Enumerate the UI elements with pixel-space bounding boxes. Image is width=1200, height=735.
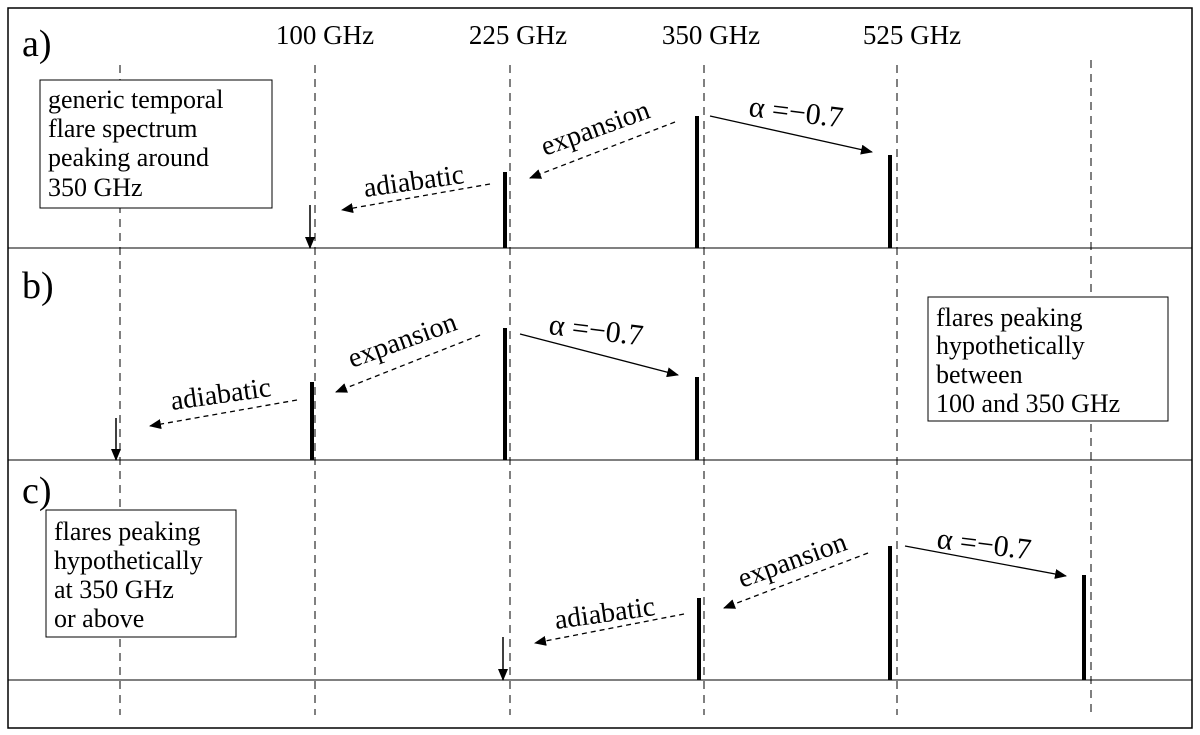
alpha-arrow — [904, 545, 1067, 579]
expansion-arrow — [335, 334, 481, 393]
info-box-a-line-4: 350 GHz — [48, 173, 143, 202]
info-box-c-line-1: flares peaking — [54, 517, 201, 546]
freq-label-100: 100 GHz — [276, 20, 374, 50]
adiabatic-label: adiabatic — [362, 159, 466, 204]
adiabatic-arrow — [341, 183, 491, 214]
panel-label-a: a) — [22, 23, 52, 65]
info-box-b-line-2: hypothetically — [936, 331, 1085, 360]
alpha-arrow — [709, 115, 873, 155]
info-box-c-line-4: or above — [54, 604, 144, 633]
info-box-a-line-2: flare spectrum — [48, 114, 197, 143]
info-box-c-line-2: hypothetically — [54, 546, 203, 575]
panel-label-b: b) — [22, 265, 54, 307]
info-box-b-line-1: flares peaking — [936, 303, 1083, 332]
info-box-a-line-3: peaking around — [48, 143, 209, 172]
freq-label-225: 225 GHz — [469, 20, 567, 50]
expansion-label: expansion — [344, 307, 461, 375]
alpha-label: α =−0.7 — [935, 522, 1033, 566]
baselines — [8, 247, 1192, 681]
panel-a: a) generic temporal flare spectrum peaki… — [22, 23, 892, 249]
info-box-b-line-4: 100 and 350 GHz — [936, 389, 1120, 418]
expansion-arrow — [723, 552, 869, 609]
info-box-a — [39, 79, 273, 209]
panel-b: b) flares peaking hypothetically between… — [22, 265, 1169, 461]
alpha-arrow — [519, 333, 679, 378]
figure-frame — [7, 7, 1193, 729]
freq-label-350: 350 GHz — [662, 20, 760, 50]
panel-c: c) flares peaking hypothetically at 350 … — [22, 470, 1086, 681]
info-box-b — [927, 296, 1169, 422]
panel-label-c: c) — [22, 470, 52, 512]
info-box-c — [45, 509, 237, 638]
info-box-a-line-1: generic temporal — [48, 85, 223, 114]
expansion-label: expansion — [734, 527, 851, 595]
alpha-label: α =−0.7 — [547, 308, 645, 352]
adiabatic-label: adiabatic — [553, 591, 657, 636]
info-box-b-line-3: between — [936, 360, 1023, 389]
freq-label-525: 525 GHz — [863, 20, 961, 50]
info-box-c-line-3: at 350 GHz — [54, 575, 174, 604]
adiabatic-label: adiabatic — [169, 372, 273, 417]
adiabatic-arrow — [149, 399, 298, 430]
expansion-arrow — [529, 121, 676, 179]
adiabatic-arrow — [534, 613, 685, 646]
